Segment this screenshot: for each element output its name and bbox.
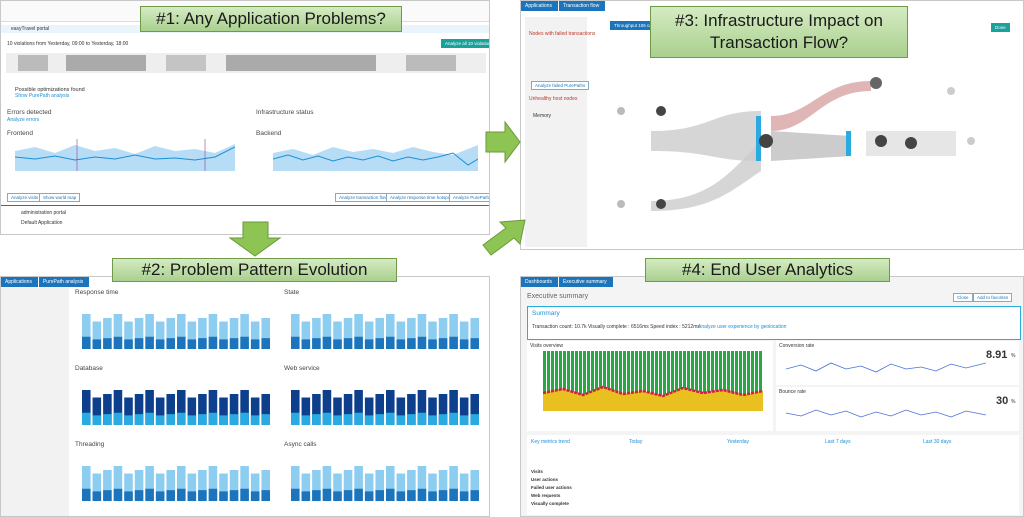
chart-title: Database [75, 365, 103, 372]
bar-chart [82, 466, 270, 501]
page-title: Executive summary [527, 293, 589, 300]
callout: #2: Problem Pattern Evolution [112, 258, 397, 282]
geo-link[interactable]: Analyze user experience by geolocation [698, 324, 787, 330]
chart-card: Database [73, 365, 278, 437]
crumb[interactable]: Transaction flow [558, 1, 606, 11]
row-name: easyTravel portal [11, 26, 50, 32]
backend-heading: Backend [256, 130, 282, 137]
bar-chart [291, 466, 479, 501]
bar-chart [291, 314, 479, 349]
column-header: Last 7 days [825, 439, 851, 445]
metric-label: Failed user actions [531, 485, 572, 490]
metric-label: Web requests [531, 493, 561, 498]
flow-diagram [617, 77, 975, 211]
column-header: Key metrics trend [531, 439, 570, 445]
panel-user-analytics: Dashboards Executive summary Executive su… [520, 276, 1024, 517]
crumb[interactable]: PurePath analysis [38, 277, 90, 287]
infra-heading: Infrastructure status [256, 109, 314, 116]
card-title: Bounce rate [779, 389, 806, 395]
metric-label: Visually complete [531, 501, 569, 506]
transaction-flow[interactable]: Analyze transaction flow [335, 193, 392, 202]
frontend-heading: Frontend [7, 130, 34, 137]
chart-title: State [284, 289, 300, 296]
bar-chart [82, 390, 270, 425]
chart-title: Web service [284, 365, 320, 372]
crumb[interactable]: Executive summary [558, 277, 613, 287]
world-map[interactable]: Show world map [39, 193, 81, 202]
hotspots[interactable]: Analyze response time hotspots [386, 193, 458, 202]
facet-sidebar [1, 287, 69, 516]
summary-box: Summary Transaction count: 10.7k Visuall… [527, 306, 1021, 340]
errors-link[interactable]: Analyze errors [7, 117, 40, 123]
callout: #4: End User Analytics [645, 258, 890, 282]
bounce-sparkline [786, 409, 986, 418]
chart-card: Response time [73, 289, 278, 361]
visits-chart [543, 351, 763, 411]
bar-chart [291, 390, 479, 425]
column-header: Last 30 days [923, 439, 952, 445]
chart-card: Threading [73, 441, 278, 513]
optimizations: Possible optimizations found [15, 87, 85, 93]
unit: % [1011, 399, 1016, 405]
arrow-right [485, 120, 521, 164]
memory-label: Memory [533, 113, 552, 119]
visits-card: Visits overview [527, 341, 773, 431]
unit: % [1011, 353, 1016, 359]
conversion-sparkline [786, 362, 986, 373]
timeline [6, 53, 486, 73]
backend-chart [273, 145, 478, 171]
card-title: Visits overview [530, 343, 563, 349]
chart-card: Async calls [282, 441, 487, 513]
chart-title: Threading [75, 441, 105, 448]
trend-table: Key metrics trend Today Yesterday Last 7 da… [527, 435, 1019, 515]
bar-chart [82, 314, 270, 349]
panel-pattern-evolution: Applications PurePath analysis Response t… [0, 276, 490, 517]
crumb[interactable]: Applications [521, 1, 558, 11]
breadcrumb: Applications PurePath analysis [1, 277, 90, 287]
card-title: Conversion rate [779, 343, 815, 349]
crumb[interactable]: Dashboards [521, 277, 558, 287]
row-name: administration portal [21, 210, 67, 216]
errors-heading: Errors detected [7, 109, 52, 116]
conversion-card: Conversion rate 8.91 % [776, 341, 1019, 385]
violations-text: 10 violations from Yesterday, 09:00 to Y… [7, 41, 129, 47]
breadcrumb: Applications Transaction flow [521, 1, 606, 11]
column-header: Yesterday [727, 439, 750, 445]
chart-title: Response time [75, 289, 119, 296]
infra-label: Unhealthy host nodes [529, 96, 578, 102]
callout: #3: Infrastructure Impact on Transaction… [650, 6, 908, 58]
chart-card: State [282, 289, 487, 361]
chart-card: Web service [282, 365, 487, 437]
purepaths[interactable]: Analyze PurePaths [449, 193, 489, 202]
conversion-value: 8.91 [986, 349, 1008, 361]
filter-sidebar [525, 17, 587, 247]
bounce-card: Bounce rate 30 % [776, 387, 1019, 431]
analyze-visits[interactable]: Analyze visits [7, 193, 43, 202]
row-name: Default Application [21, 220, 63, 226]
chart-title: Async calls [284, 441, 317, 448]
panel-application-problems: easyTravel portal 10 violations from Yes… [0, 0, 490, 235]
metric-label: User actions [531, 477, 559, 482]
favorites-button[interactable]: Add to favorites [973, 293, 1013, 302]
bounce-value: 30 [996, 395, 1009, 407]
close-button[interactable]: Close [953, 293, 973, 302]
metric-label: Visits [531, 469, 543, 474]
show-link[interactable]: Show PurePath analysis [15, 93, 70, 99]
frontend-chart [15, 139, 235, 171]
filter-label: Nodes with failed transactions [529, 31, 596, 37]
analyze-failed[interactable]: Analyze failed PurePaths [531, 81, 590, 90]
breadcrumb: Dashboards Executive summary [521, 277, 614, 287]
callout: #1: Any Application Problems? [140, 6, 402, 32]
column-header: Today [629, 439, 643, 445]
analyze-button[interactable]: Analyze all 10 violations [441, 39, 489, 48]
done-button[interactable]: Done [991, 23, 1010, 32]
summary-heading: Summary [532, 310, 560, 317]
crumb[interactable]: Applications [1, 277, 38, 287]
panel-transaction-flow: Applications Transaction flow Nodes with … [520, 0, 1024, 250]
summary-line: Transaction count: 10.7k Visually comple… [532, 324, 700, 330]
